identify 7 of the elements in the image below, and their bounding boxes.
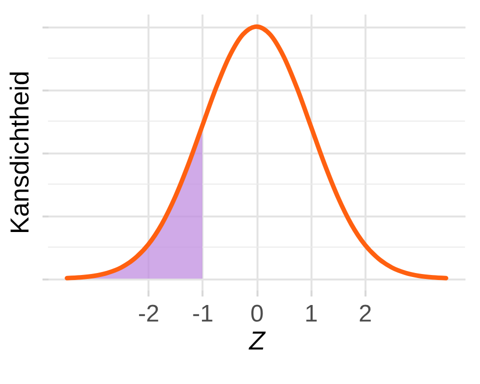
x-tick-label: -1 <box>192 300 214 328</box>
x-axis-title: Z <box>248 326 266 356</box>
x-tick-label: -2 <box>138 300 160 328</box>
x-tick-label: 0 <box>250 300 264 328</box>
x-tick-label: 1 <box>304 300 318 328</box>
y-axis-title: Kansdichtheid <box>4 70 34 234</box>
x-tick-label: 2 <box>358 300 372 328</box>
